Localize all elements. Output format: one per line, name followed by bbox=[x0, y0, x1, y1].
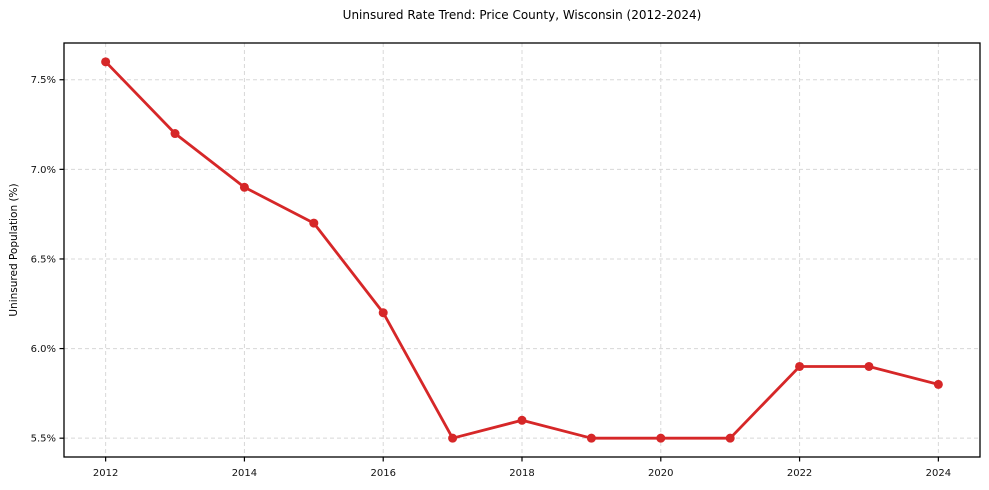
x-tick-label: 2022 bbox=[787, 468, 812, 479]
data-point-2020 bbox=[656, 433, 666, 443]
y-tick-label: 6.0% bbox=[31, 344, 56, 355]
data-point-2015 bbox=[309, 218, 319, 228]
x-tick-label: 2018 bbox=[509, 468, 534, 479]
data-point-2014 bbox=[239, 182, 249, 192]
data-point-2023 bbox=[864, 361, 874, 371]
data-point-2024 bbox=[933, 379, 943, 389]
y-tick-label: 6.5% bbox=[31, 254, 56, 265]
data-point-2016 bbox=[378, 308, 388, 318]
y-tick-label: 7.5% bbox=[31, 75, 56, 86]
data-point-2022 bbox=[795, 361, 805, 371]
x-tick-label: 2024 bbox=[926, 468, 951, 479]
data-point-2017 bbox=[448, 433, 458, 443]
x-tick-label: 2014 bbox=[232, 468, 257, 479]
x-tick-label: 2012 bbox=[93, 468, 118, 479]
x-tick-label: 2020 bbox=[648, 468, 673, 479]
y-tick-label: 5.5% bbox=[31, 434, 56, 445]
data-point-2019 bbox=[586, 433, 596, 443]
x-tick-label: 2016 bbox=[370, 468, 395, 479]
data-point-2012 bbox=[101, 57, 111, 67]
data-point-2013 bbox=[170, 129, 180, 139]
y-tick-label: 7.0% bbox=[31, 165, 56, 176]
data-point-2021 bbox=[725, 433, 735, 443]
data-point-2018 bbox=[517, 415, 527, 425]
chart-title: Uninsured Rate Trend: Price County, Wisc… bbox=[342, 8, 702, 22]
